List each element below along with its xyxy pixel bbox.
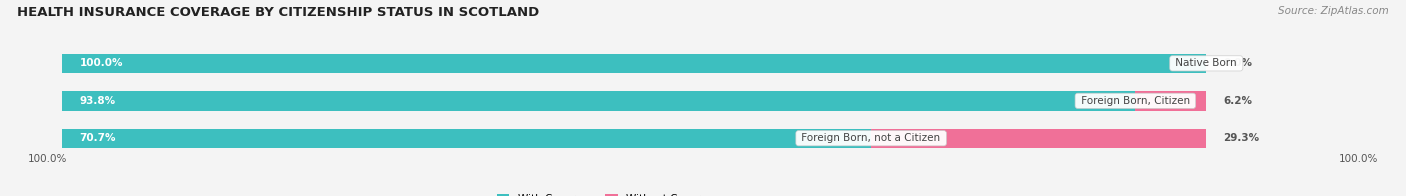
Text: Native Born: Native Born bbox=[1173, 58, 1240, 68]
Text: Foreign Born, not a Citizen: Foreign Born, not a Citizen bbox=[799, 133, 943, 143]
Bar bbox=[62, 129, 872, 148]
Text: 100.0%: 100.0% bbox=[28, 154, 67, 164]
Text: 93.8%: 93.8% bbox=[80, 96, 115, 106]
Bar bbox=[62, 54, 1206, 73]
Text: Source: ZipAtlas.com: Source: ZipAtlas.com bbox=[1278, 6, 1389, 16]
Bar bbox=[62, 54, 1206, 73]
Text: HEALTH INSURANCE COVERAGE BY CITIZENSHIP STATUS IN SCOTLAND: HEALTH INSURANCE COVERAGE BY CITIZENSHIP… bbox=[17, 6, 538, 19]
Text: 100.0%: 100.0% bbox=[80, 58, 124, 68]
Bar bbox=[62, 91, 1206, 111]
Bar bbox=[62, 129, 1206, 148]
Text: 6.2%: 6.2% bbox=[1223, 96, 1253, 106]
Bar bbox=[1136, 91, 1206, 111]
Bar bbox=[62, 91, 1136, 111]
Text: 70.7%: 70.7% bbox=[80, 133, 117, 143]
Text: 29.3%: 29.3% bbox=[1223, 133, 1260, 143]
Bar bbox=[872, 129, 1206, 148]
Text: 0.0%: 0.0% bbox=[1223, 58, 1253, 68]
Text: 100.0%: 100.0% bbox=[1339, 154, 1378, 164]
Text: Foreign Born, Citizen: Foreign Born, Citizen bbox=[1077, 96, 1194, 106]
Legend: With Coverage, Without Coverage: With Coverage, Without Coverage bbox=[492, 190, 724, 196]
